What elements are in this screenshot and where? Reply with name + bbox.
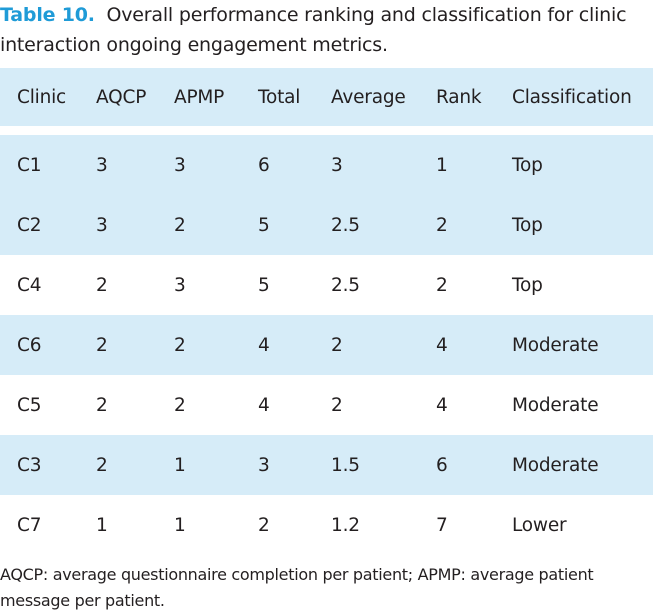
table-row: C6 2 2 4 2 4 Moderate bbox=[0, 315, 653, 375]
table-row: C4 2 3 5 2.5 2 Top bbox=[0, 255, 653, 315]
cell-average: 3 bbox=[331, 154, 343, 176]
cell-clinic: C5 bbox=[17, 394, 42, 416]
table-header: Clinic AQCP APMP Total Average Rank Clas… bbox=[0, 68, 653, 126]
cell-clinic: C1 bbox=[17, 154, 42, 176]
cell-average: 2 bbox=[331, 334, 343, 356]
table-row: C2 3 2 5 2.5 2 Top bbox=[0, 195, 653, 255]
table-caption: Table 10. Overall performance ranking an… bbox=[0, 0, 653, 60]
cell-average: 2 bbox=[331, 394, 343, 416]
cell-rank: 2 bbox=[436, 214, 448, 236]
header-total: Total bbox=[258, 86, 301, 108]
cell-aqcp: 2 bbox=[96, 334, 108, 356]
cell-aqcp: 2 bbox=[96, 274, 108, 296]
header-average: Average bbox=[331, 86, 406, 108]
cell-total: 5 bbox=[258, 274, 270, 296]
table-label: Table 10. bbox=[0, 4, 95, 26]
header-rank: Rank bbox=[436, 86, 482, 108]
cell-total: 4 bbox=[258, 334, 270, 356]
cell-classification: Moderate bbox=[512, 454, 599, 476]
header-aqcp: AQCP bbox=[96, 86, 147, 108]
cell-apmp: 1 bbox=[174, 514, 186, 536]
performance-table: Clinic AQCP APMP Total Average Rank Clas… bbox=[0, 68, 653, 555]
cell-apmp: 3 bbox=[174, 274, 186, 296]
cell-apmp: 2 bbox=[174, 394, 186, 416]
cell-apmp: 1 bbox=[174, 454, 186, 476]
cell-apmp: 2 bbox=[174, 214, 186, 236]
table-row: C1 3 3 6 3 1 Top bbox=[0, 135, 653, 195]
cell-average: 2.5 bbox=[331, 214, 360, 236]
cell-average: 1.5 bbox=[331, 454, 360, 476]
cell-average: 2.5 bbox=[331, 274, 360, 296]
header-classification: Classification bbox=[512, 86, 632, 108]
cell-classification: Lower bbox=[512, 514, 567, 536]
table-caption-text: Overall performance ranking and classifi… bbox=[0, 4, 627, 56]
cell-classification: Top bbox=[512, 214, 543, 236]
cell-aqcp: 2 bbox=[96, 394, 108, 416]
cell-total: 3 bbox=[258, 454, 270, 476]
cell-clinic: C2 bbox=[17, 214, 42, 236]
cell-rank: 4 bbox=[436, 394, 448, 416]
cell-classification: Top bbox=[512, 274, 543, 296]
cell-clinic: C3 bbox=[17, 454, 42, 476]
cell-rank: 4 bbox=[436, 334, 448, 356]
cell-aqcp: 1 bbox=[96, 514, 108, 536]
header-spacer bbox=[0, 126, 653, 135]
cell-classification: Moderate bbox=[512, 394, 599, 416]
header-apmp: APMP bbox=[174, 86, 225, 108]
cell-classification: Top bbox=[512, 154, 543, 176]
cell-average: 1.2 bbox=[331, 514, 360, 536]
cell-clinic: C4 bbox=[17, 274, 42, 296]
cell-apmp: 3 bbox=[174, 154, 186, 176]
cell-aqcp: 3 bbox=[96, 214, 108, 236]
header-row: Clinic AQCP APMP Total Average Rank Clas… bbox=[0, 68, 653, 126]
cell-classification: Moderate bbox=[512, 334, 599, 356]
cell-rank: 7 bbox=[436, 514, 448, 536]
table-body: C1 3 3 6 3 1 Top C2 3 2 5 2.5 2 Top C4 2… bbox=[0, 126, 653, 555]
cell-total: 2 bbox=[258, 514, 270, 536]
cell-rank: 1 bbox=[436, 154, 448, 176]
cell-apmp: 2 bbox=[174, 334, 186, 356]
table-row: C3 2 1 3 1.5 6 Moderate bbox=[0, 435, 653, 495]
header-clinic: Clinic bbox=[17, 86, 67, 108]
cell-total: 6 bbox=[258, 154, 270, 176]
cell-aqcp: 3 bbox=[96, 154, 108, 176]
cell-clinic: C6 bbox=[17, 334, 42, 356]
cell-total: 4 bbox=[258, 394, 270, 416]
cell-clinic: C7 bbox=[17, 514, 42, 536]
table-footnote: AQCP: average questionnaire completion p… bbox=[0, 565, 594, 610]
table-row: C5 2 2 4 2 4 Moderate bbox=[0, 375, 653, 435]
cell-rank: 6 bbox=[436, 454, 448, 476]
cell-rank: 2 bbox=[436, 274, 448, 296]
cell-total: 5 bbox=[258, 214, 270, 236]
cell-aqcp: 2 bbox=[96, 454, 108, 476]
table-row: C7 1 1 2 1.2 7 Lower bbox=[0, 495, 653, 555]
